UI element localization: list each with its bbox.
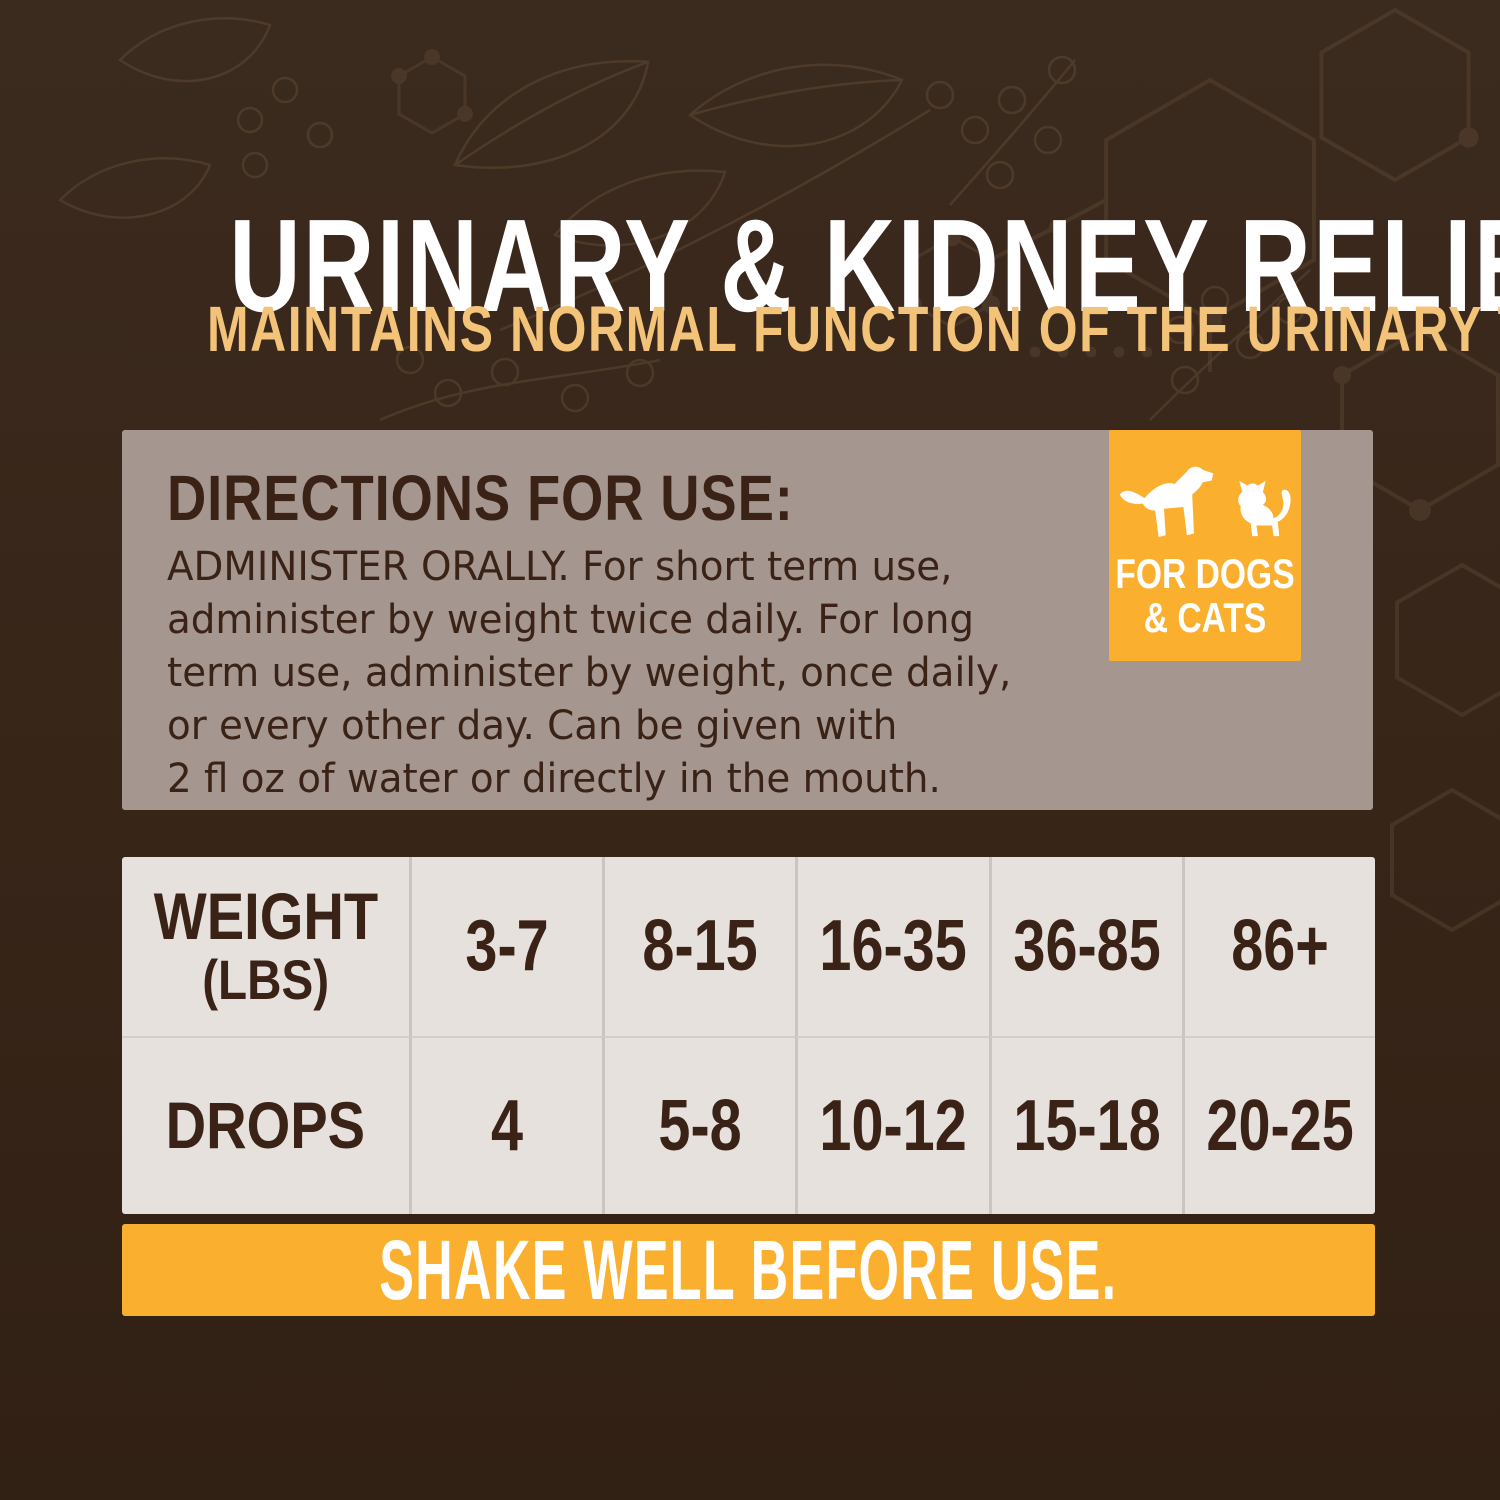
- directions-body: ADMINISTER ORALLY. For short term use, a…: [167, 541, 1373, 806]
- dogs-cats-badge: FOR DOGS & CATS: [1109, 430, 1301, 661]
- drops-header-cell: DROPS: [122, 1035, 409, 1215]
- page-title: URINARY & KIDNEY RELIEF: [229, 192, 1500, 340]
- shake-well-text: SHAKE WELL BEFORE USE.: [379, 1223, 1118, 1317]
- drops-label: DROPS: [165, 1088, 366, 1163]
- weight-unit: (LBS): [202, 947, 329, 1011]
- shake-well-banner: SHAKE WELL BEFORE USE.: [122, 1224, 1375, 1316]
- botanical-pattern: [57, 17, 1311, 422]
- page-subtitle: MAINTAINS NORMAL FUNCTION OF THE URINARY…: [206, 293, 1500, 366]
- weight-value-cell: 36-85: [988, 857, 1182, 1036]
- drops-value-cell: 5-8: [602, 1035, 796, 1214]
- badge-text: FOR DOGS & CATS: [1093, 552, 1317, 640]
- cat-icon: [1238, 480, 1291, 537]
- dosage-table: WEIGHT (LBS) 3-7 8-15 16-35 36-85 86+ DR…: [122, 857, 1375, 1214]
- directions-panel: DIRECTIONS FOR USE: ADMINISTER ORALLY. F…: [122, 430, 1373, 810]
- weight-value-cell: 8-15: [602, 857, 795, 1036]
- badge-line2: & CATS: [1143, 594, 1267, 641]
- drops-value-cell: 20-25: [1181, 1035, 1375, 1214]
- badge-line1: FOR DOGS: [1115, 550, 1295, 597]
- dog-icon: [1119, 466, 1214, 538]
- weight-header-cell: WEIGHT (LBS): [122, 857, 409, 1036]
- weight-value-cell: 3-7: [409, 857, 602, 1036]
- weight-label: WEIGHT: [153, 879, 378, 954]
- weight-value-cell: 86+: [1181, 857, 1375, 1036]
- pet-icons: [1118, 456, 1292, 546]
- drops-value-cell: 15-18: [988, 1035, 1182, 1214]
- directions-line: or every other day. Can be given with: [167, 703, 898, 750]
- directions-line: administer by weight twice daily. For lo…: [167, 597, 975, 644]
- directions-line: 2 fl oz of water or directly in the mout…: [167, 756, 941, 803]
- directions-line: term use, administer by weight, once dai…: [167, 650, 1012, 697]
- molecule-pattern: [391, 7, 1500, 933]
- drops-value-cell: 10-12: [795, 1035, 989, 1214]
- directions-line: ADMINISTER ORALLY. For short term use,: [167, 544, 953, 591]
- drops-value-cell: 4: [409, 1035, 603, 1214]
- weight-value-cell: 16-35: [795, 857, 988, 1036]
- directions-heading: DIRECTIONS FOR USE:: [167, 462, 794, 534]
